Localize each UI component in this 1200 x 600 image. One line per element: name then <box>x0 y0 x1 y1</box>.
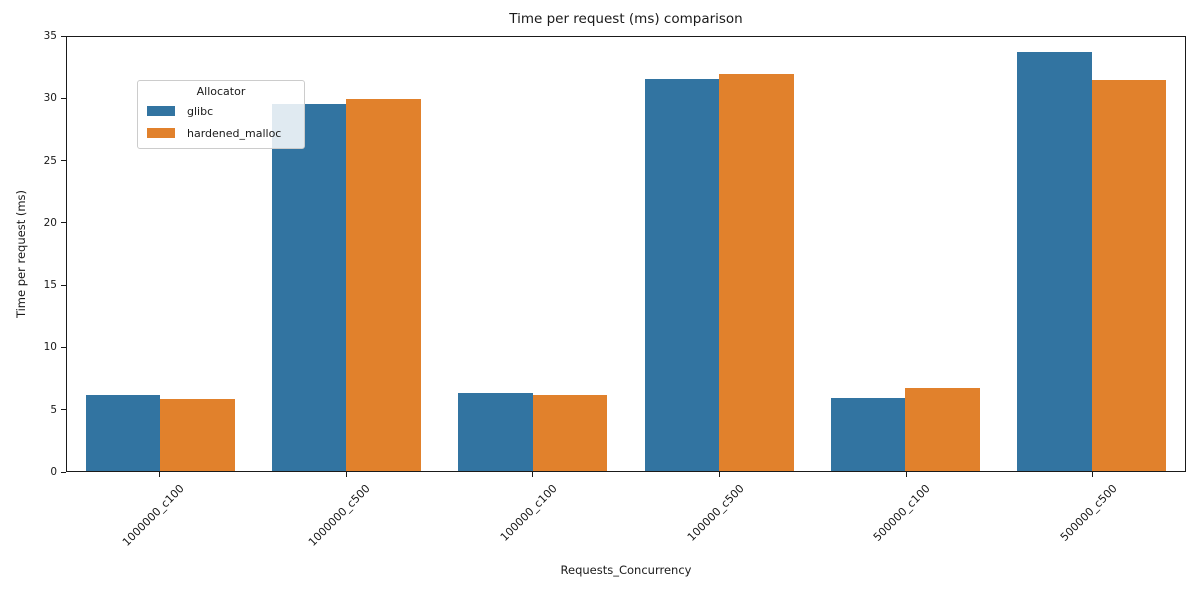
bar-glibc-100000_c100 <box>458 392 533 471</box>
x-tick-label-500000_c500: 500000_c500 <box>1057 482 1120 544</box>
x-tick-label-1000000_c500: 1000000_c500 <box>306 482 374 549</box>
y-tick-mark <box>61 409 66 411</box>
bar-group-500000_c100 <box>812 37 998 471</box>
legend-title: Allocator <box>196 85 246 98</box>
bar-group-100000_c100 <box>440 37 626 471</box>
bar-hardened_malloc-500000_c500 <box>1091 80 1167 471</box>
bar-hardened_malloc-100000_c100 <box>532 395 608 471</box>
legend-item-hardened-malloc: hardened_malloc <box>147 122 295 144</box>
x-tick-mark <box>532 472 534 477</box>
x-tick-label-500000_c100: 500000_c100 <box>871 482 934 544</box>
bar-group-100000_c500 <box>626 37 812 471</box>
bar-glibc-1000000_c500 <box>271 103 347 471</box>
x-tick-mark <box>345 472 347 477</box>
y-tick-mark <box>61 97 66 99</box>
chart-title: Time per request (ms) comparison <box>509 11 743 27</box>
y-tick-label-5: 5 <box>50 403 57 416</box>
plot-area: Allocator glibc hardened_malloc <box>66 36 1186 472</box>
y-tick-mark <box>61 471 66 473</box>
y-tick-mark <box>61 284 66 286</box>
y-tick-label-30: 30 <box>43 92 57 105</box>
x-tick-mark <box>905 472 907 477</box>
legend-label-hardened-malloc: hardened_malloc <box>187 126 282 140</box>
bar-hardened_malloc-500000_c100 <box>905 387 980 471</box>
y-tick-label-20: 20 <box>43 216 57 229</box>
legend-item-glibc: glibc <box>147 100 295 122</box>
y-tick-mark <box>61 222 66 224</box>
y-tick-mark <box>61 346 66 348</box>
x-tick-mark <box>1092 472 1094 477</box>
x-tick-label-100000_c500: 100000_c500 <box>684 482 747 544</box>
y-tick-mark <box>61 160 66 162</box>
y-tick-label-0: 0 <box>50 466 57 478</box>
bar-group-1000000_c500 <box>253 37 439 471</box>
y-tick-mark <box>61 35 66 37</box>
bar-glibc-500000_c500 <box>1017 51 1092 471</box>
x-tick-label-1000000_c100: 1000000_c100 <box>119 482 187 549</box>
legend-swatch-hardened-malloc <box>147 128 175 138</box>
legend-swatch-glibc <box>147 106 175 116</box>
y-tick-label-25: 25 <box>43 154 57 167</box>
y-tick-label-35: 35 <box>43 30 57 42</box>
bar-hardened_malloc-100000_c500 <box>719 74 794 471</box>
bar-glibc-100000_c500 <box>644 79 720 471</box>
bar-hardened_malloc-1000000_c100 <box>160 399 235 471</box>
x-tick-label-100000_c100: 100000_c100 <box>497 482 560 544</box>
bar-hardened_malloc-1000000_c500 <box>346 99 422 471</box>
bar-group-500000_c500 <box>999 37 1185 471</box>
x-axis-label: Requests_Concurrency <box>560 563 692 577</box>
bar-groups-container <box>67 37 1185 471</box>
y-tick-label-10: 10 <box>43 341 57 354</box>
x-tick-mark <box>158 472 160 477</box>
bar-group-1000000_c100 <box>67 37 253 471</box>
bar-glibc-500000_c100 <box>830 397 906 471</box>
legend: Allocator glibc hardened_malloc <box>137 80 305 149</box>
x-tick-mark <box>718 472 720 477</box>
legend-label-glibc: glibc <box>187 104 214 118</box>
y-axis-label: Time per request (ms) <box>14 189 28 319</box>
y-tick-label-15: 15 <box>43 279 57 292</box>
bar-glibc-1000000_c100 <box>85 395 161 471</box>
